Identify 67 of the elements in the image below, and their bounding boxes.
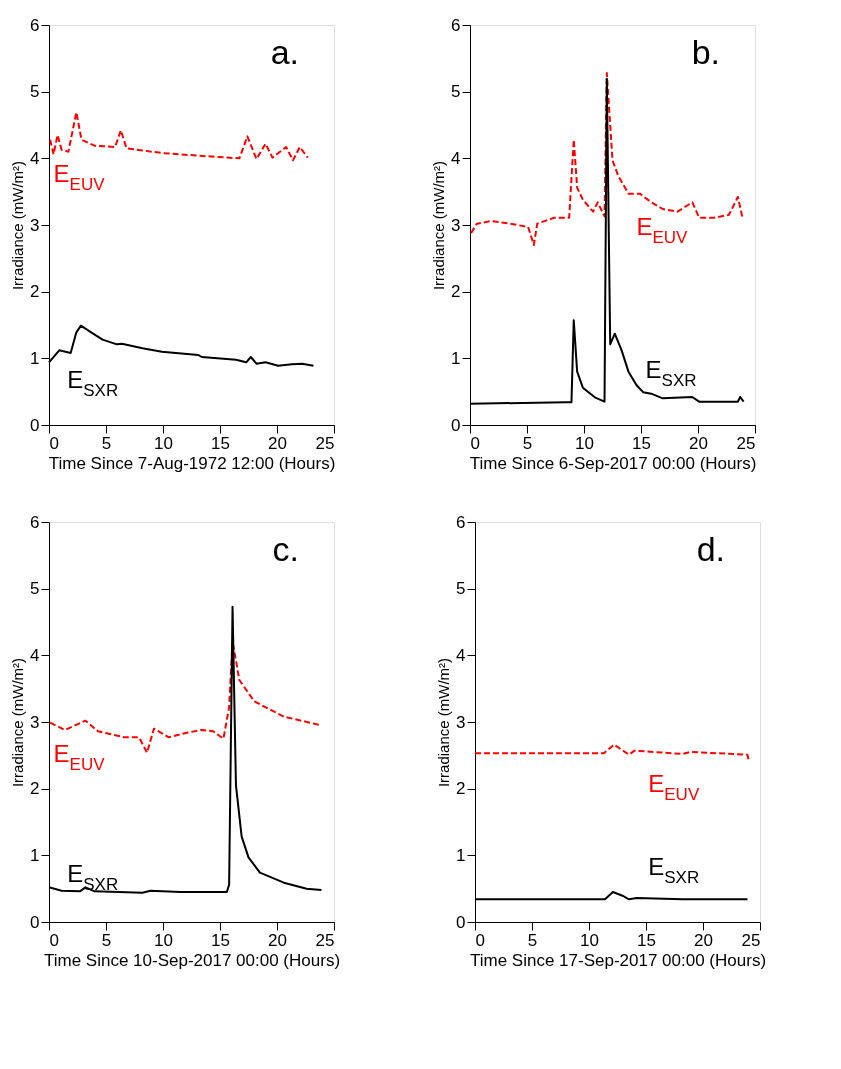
x-tick-label: 15 bbox=[211, 433, 230, 453]
y-tick-label: 0 bbox=[456, 912, 466, 932]
x-axis-title: Time Since 6-Sep-2017 00:00 (Hours) bbox=[469, 453, 757, 473]
x-tick-label: 15 bbox=[211, 930, 230, 950]
y-tick-label: 5 bbox=[456, 579, 466, 599]
x-tick-label: 5 bbox=[101, 433, 112, 453]
y-axis-title: Irradiance (mW/m²) bbox=[435, 657, 453, 788]
y-axis-title: Irradiance (mW/m²) bbox=[9, 160, 27, 291]
y-tick-label: 4 bbox=[451, 148, 461, 168]
y-tick-label: 0 bbox=[30, 912, 40, 932]
y-tick-label: 0 bbox=[451, 415, 461, 435]
x-axis-title: Time Since 7-Aug-1972 12:00 (Hours) bbox=[48, 453, 336, 473]
x-tick-label: 20 bbox=[268, 433, 287, 453]
y-tick-label: 0 bbox=[30, 415, 40, 435]
annotation: b. bbox=[691, 33, 720, 71]
line-series bbox=[474, 743, 750, 761]
annotation: a. bbox=[270, 33, 299, 71]
y-tick-label: 4 bbox=[456, 645, 466, 665]
x-tick-label: 10 bbox=[154, 930, 173, 950]
x-tick-label: 15 bbox=[637, 930, 656, 950]
y-tick-label: 1 bbox=[456, 845, 466, 865]
y-tick-label: 6 bbox=[30, 15, 40, 35]
y-tick-label: 4 bbox=[30, 148, 40, 168]
y-tick-label: 6 bbox=[30, 512, 40, 532]
y-tick-label: 3 bbox=[456, 712, 466, 732]
y-tick-label: 2 bbox=[30, 779, 40, 799]
line-series bbox=[470, 72, 744, 246]
y-tick-label: 2 bbox=[451, 282, 461, 302]
x-tick-label: 10 bbox=[575, 433, 594, 453]
y-tick-label: 1 bbox=[30, 348, 40, 368]
y-tick-label: 1 bbox=[451, 348, 461, 368]
y-tick-label: 6 bbox=[451, 15, 461, 35]
x-tick-label: 20 bbox=[689, 433, 708, 453]
x-tick-label: 25 bbox=[315, 433, 335, 453]
x-tick-label: 20 bbox=[694, 930, 713, 950]
y-tick-label: 3 bbox=[451, 215, 461, 235]
y-tick-label: 4 bbox=[30, 645, 40, 665]
x-tick-label: 10 bbox=[154, 433, 173, 453]
x-tick-label: 15 bbox=[632, 433, 651, 453]
x-tick-label: 5 bbox=[527, 930, 538, 950]
y-tick-label: 6 bbox=[456, 512, 466, 532]
x-tick-label: 0 bbox=[49, 930, 59, 950]
y-axis-title: Irradiance (mW/m²) bbox=[9, 657, 27, 788]
x-tick-label: 10 bbox=[580, 930, 599, 950]
y-tick-label: 5 bbox=[451, 82, 461, 102]
x-tick-label: 5 bbox=[522, 433, 533, 453]
x-tick-label: 20 bbox=[268, 930, 287, 950]
annotation: c. bbox=[272, 530, 299, 568]
x-tick-label: 25 bbox=[741, 930, 761, 950]
y-tick-label: 3 bbox=[30, 712, 40, 732]
y-tick-label: 2 bbox=[456, 779, 466, 799]
x-tick-label: 25 bbox=[315, 930, 335, 950]
y-tick-label: 5 bbox=[30, 579, 40, 599]
x-tick-label: 0 bbox=[49, 433, 59, 453]
x-tick-label: 0 bbox=[470, 433, 480, 453]
y-tick-label: 5 bbox=[30, 82, 40, 102]
y-tick-label: 3 bbox=[30, 215, 40, 235]
line-series bbox=[49, 111, 309, 162]
x-tick-label: 5 bbox=[101, 930, 112, 950]
x-axis-title: Time Since 17-Sep-2017 00:00 (Hours) bbox=[469, 950, 767, 970]
annotation: d. bbox=[696, 530, 725, 568]
y-axis-title: Irradiance (mW/m²) bbox=[430, 160, 448, 291]
x-tick-label: 25 bbox=[736, 433, 756, 453]
y-tick-label: 2 bbox=[30, 282, 40, 302]
y-tick-label: 1 bbox=[30, 845, 40, 865]
x-axis-title: Time Since 10-Sep-2017 00:00 (Hours) bbox=[43, 950, 341, 970]
x-tick-label: 0 bbox=[475, 930, 485, 950]
